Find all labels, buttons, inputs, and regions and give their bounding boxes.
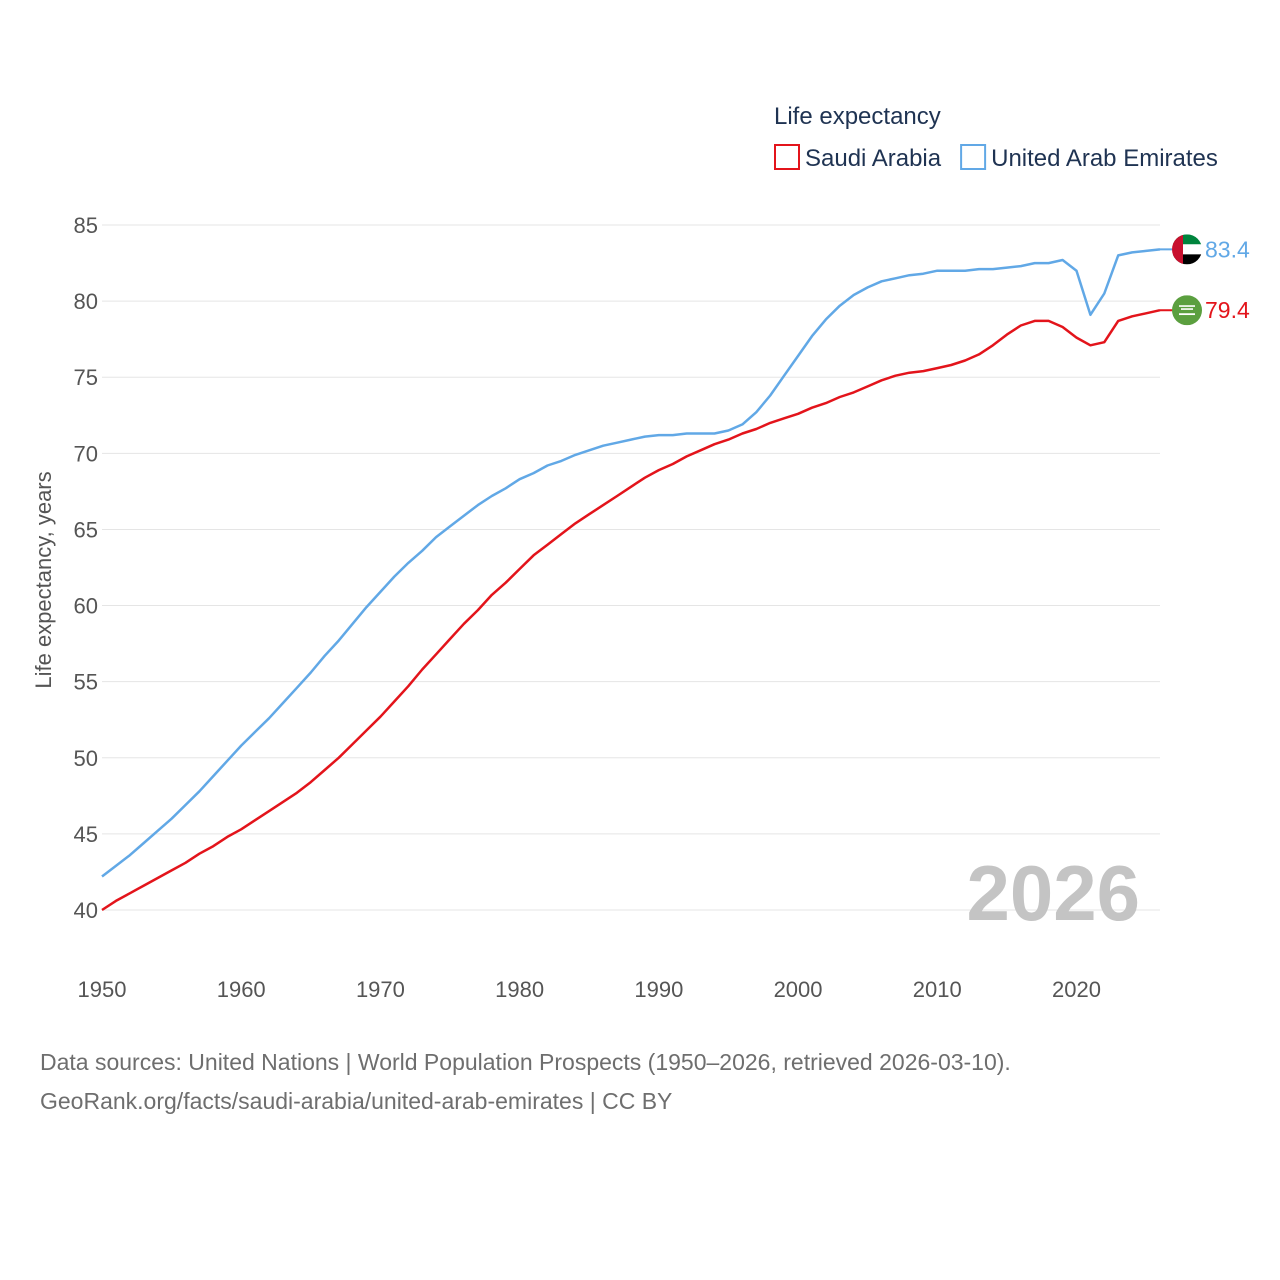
source-note: Data sources: United Nations | World Pop…	[40, 1043, 1011, 1121]
end-value-saudi-arabia: 79.4	[1205, 297, 1250, 323]
y-tick-label-55: 55	[74, 670, 98, 695]
uae-flag-icon	[1172, 234, 1202, 265]
series-line-united-arab-emirates	[101, 248, 1161, 878]
series-line-saudi-arabia	[101, 308, 1161, 912]
legend-item-saudi-arabia[interactable]: Saudi Arabia	[774, 144, 942, 172]
legend-swatch-united-arab-emirates	[960, 144, 987, 170]
x-tick-label-2010: 2010	[913, 977, 962, 1002]
y-tick-label-80: 80	[74, 289, 98, 314]
legend-label-saudi-arabia: Saudi Arabia	[805, 145, 942, 172]
x-axis-ticks: 1950 1960 1970 1980 1990 2000 2010 2020	[78, 977, 1101, 1002]
x-tick-label-2020: 2020	[1052, 977, 1101, 1002]
life-expectancy-chart: 40 45 50 55 60 65 70 75 80 85 1950 1960 1970 1980 199…	[31, 103, 1250, 1002]
y-tick-label-70: 70	[74, 441, 98, 466]
series-lines	[101, 248, 1161, 912]
y-tick-label-60: 60	[74, 594, 98, 619]
x-tick-label-1970: 1970	[356, 977, 405, 1002]
y-tick-label-75: 75	[74, 365, 98, 390]
y-tick-label-85: 85	[74, 213, 98, 238]
legend-label-united-arab-emirates: United Arab Emirates	[991, 145, 1218, 172]
y-axis-title: Life expectancy, years	[31, 471, 56, 688]
x-tick-label-1990: 1990	[634, 977, 683, 1002]
source-line-1: Data sources: United Nations | World Pop…	[40, 1049, 1011, 1075]
series-end-markers: 79.4 83.4	[1160, 234, 1250, 326]
x-tick-label-1950: 1950	[78, 977, 127, 1002]
x-tick-label-2000: 2000	[774, 977, 823, 1002]
y-tick-label-45: 45	[74, 822, 98, 847]
legend-title: Life expectancy	[774, 103, 941, 130]
y-tick-label-65: 65	[74, 517, 98, 542]
saudi-arabia-flag-icon	[1172, 295, 1202, 326]
legend: Life expectancy Saudi Arabia United Arab …	[774, 103, 1218, 172]
source-line-2: GeoRank.org/facts/saudi-arabia/united-ar…	[40, 1088, 673, 1114]
current-year-label: 2026	[966, 849, 1140, 937]
legend-swatch-saudi-arabia	[774, 144, 800, 170]
x-tick-label-1960: 1960	[217, 977, 266, 1002]
legend-item-united-arab-emirates[interactable]: United Arab Emirates	[960, 144, 1218, 172]
y-axis-ticks: 40 45 50 55 60 65 70 75 80 85	[74, 213, 98, 923]
y-tick-label-40: 40	[74, 898, 98, 923]
y-tick-label-50: 50	[74, 746, 98, 771]
x-tick-label-1980: 1980	[495, 977, 544, 1002]
end-value-united-arab-emirates: 83.4	[1205, 236, 1250, 262]
grid-lines	[102, 224, 1160, 911]
